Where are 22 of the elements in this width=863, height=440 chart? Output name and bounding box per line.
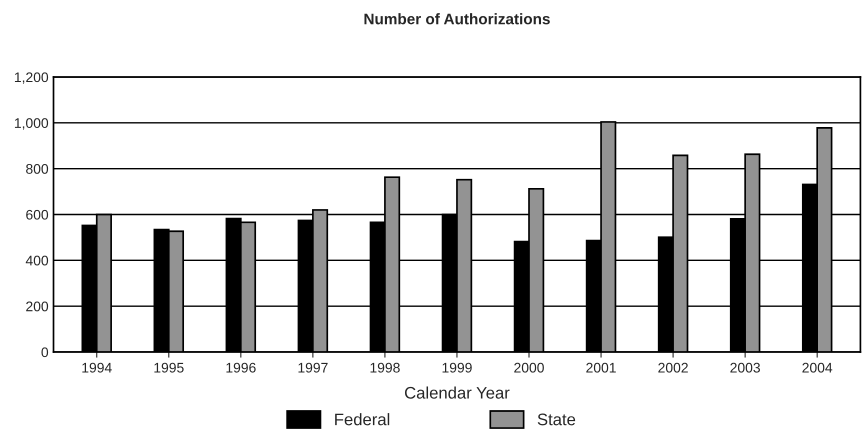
y-tick-label: 400: [26, 256, 48, 266]
x-tick-label: 1995: [154, 362, 184, 373]
x-tick-label: 1994: [82, 362, 112, 373]
x-tick-label: 1996: [226, 362, 256, 373]
y-tick-label: 1,000: [14, 118, 48, 130]
y-tick-label: 1,200: [14, 72, 48, 84]
y-tick-label: 0: [41, 347, 48, 358]
chart-title: Number of Authorizations: [364, 13, 550, 24]
x-tick-label: 2001: [586, 362, 616, 373]
y-tick-label: 800: [26, 164, 48, 174]
x-axis-title: Calendar Year: [404, 386, 510, 399]
x-tick-label: 1998: [370, 362, 400, 373]
legend-label: Federal: [335, 413, 390, 426]
x-tick-label: 1999: [442, 362, 472, 373]
legend-label: State: [538, 414, 576, 426]
y-tick-label: 200: [26, 302, 48, 312]
x-tick-label: 2004: [802, 362, 832, 373]
x-tick-label: 2000: [514, 362, 544, 373]
y-tick-label: 600: [26, 210, 48, 220]
x-tick-label: 1997: [298, 362, 328, 373]
x-tick-label: 2002: [658, 362, 688, 373]
x-tick-label: 2003: [730, 362, 760, 373]
